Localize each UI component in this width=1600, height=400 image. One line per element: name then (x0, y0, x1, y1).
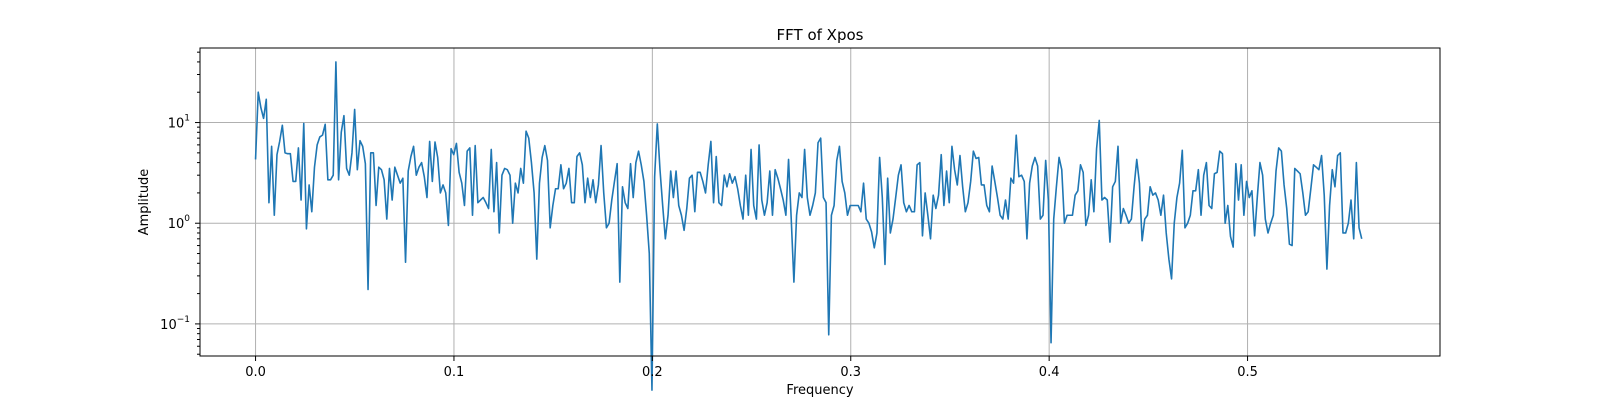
y-axis-label: Amplitude (137, 169, 152, 236)
x-tick-label: 0.2 (642, 365, 663, 380)
y-tick-label: 10−1 (160, 315, 190, 333)
x-axis-label: Frequency (786, 383, 853, 398)
x-tick-label: 0.1 (444, 365, 465, 380)
y-tick-label: 101 (168, 114, 190, 132)
chart-title: FFT of Xpos (777, 26, 864, 44)
series-line (254, 61, 1363, 391)
plot-frame (199, 47, 1441, 357)
x-tick-label: 0.5 (1237, 365, 1258, 380)
x-tick-label: 0.3 (840, 365, 861, 380)
series-layer (254, 61, 1363, 391)
x-tick-label: 0.4 (1039, 365, 1060, 380)
tick-layer: 0.0 0.1 0.2 0.3 0.4 0.5 10−1 100 101 (160, 51, 1258, 380)
y-tick-label: 100 (168, 214, 191, 232)
x-tick-label: 0.0 (245, 365, 266, 380)
